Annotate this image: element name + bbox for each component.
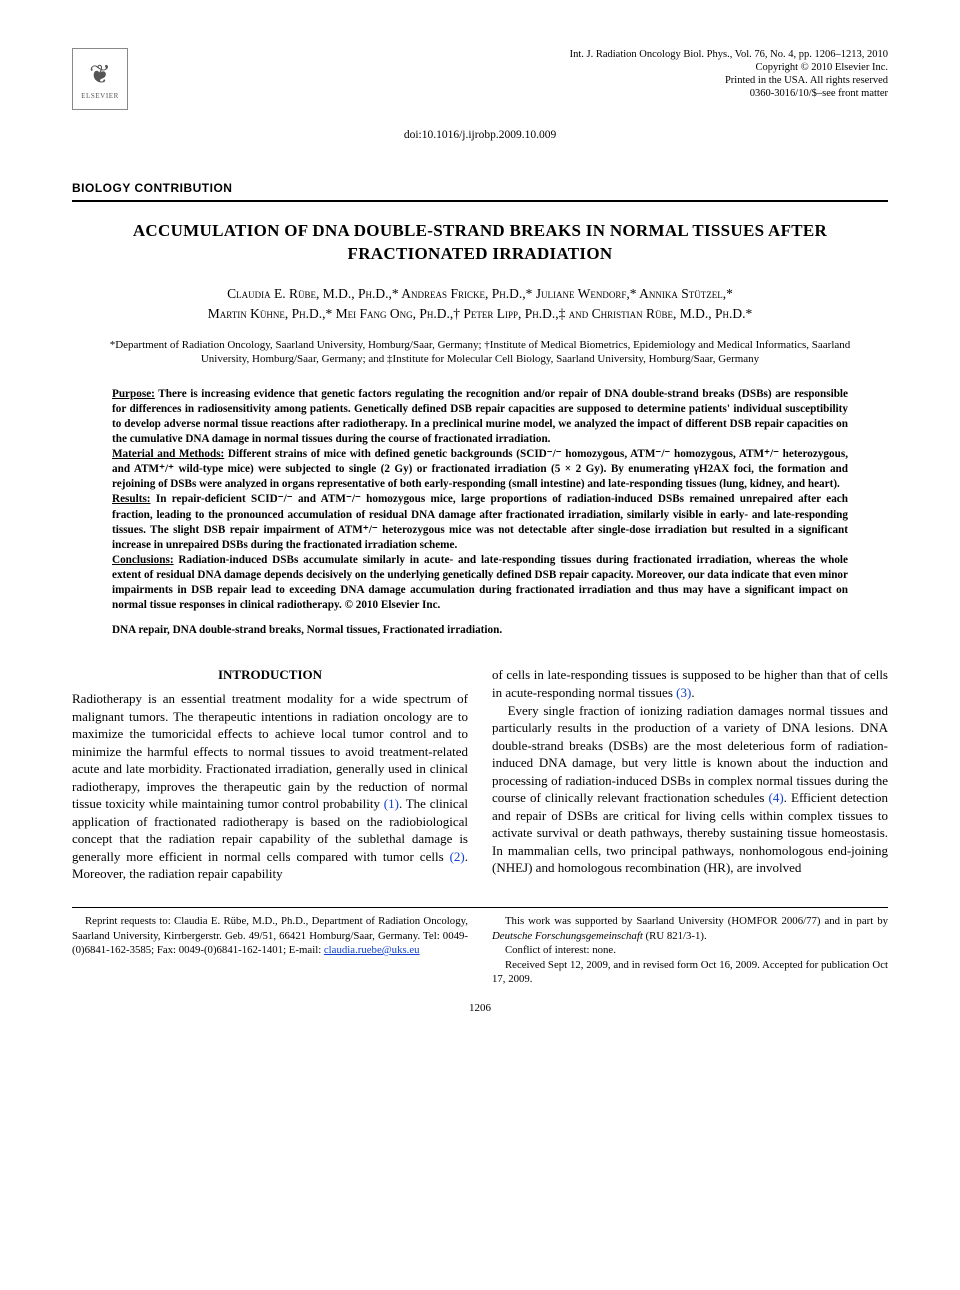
journal-metadata: Int. J. Radiation Oncology Biol. Phys., …: [570, 48, 888, 101]
results-heading: Results:: [112, 493, 151, 505]
footer-columns: Reprint requests to: Claudia E. Rübe, M.…: [72, 914, 888, 987]
intro-paragraph-2: Every single fraction of ionizing radiat…: [492, 702, 888, 877]
purpose-text: There is increasing evidence that geneti…: [112, 388, 848, 445]
abstract-methods: Material and Methods: Different strains …: [112, 447, 848, 492]
divider-rule: [72, 200, 888, 202]
conclusions-text: Radiation-induced DSBs accumulate simila…: [112, 554, 848, 611]
support-text-b: (RU 821/3-1).: [643, 930, 707, 942]
body-columns: INTRODUCTION Radiotherapy is an essentia…: [72, 666, 888, 883]
doi: doi:10.1016/j.ijrobp.2009.10.009: [72, 128, 888, 144]
received-dates: Received Sept 12, 2009, and in revised f…: [492, 958, 888, 987]
tree-icon: ❦: [89, 57, 111, 92]
authors-block: Claudia E. Rübe, M.D., Ph.D.,* Andreas F…: [72, 284, 888, 325]
contact-email[interactable]: claudia.ruebe@uks.eu: [324, 944, 420, 956]
intro-paragraph-1-cont: of cells in late-responding tissues is s…: [492, 666, 888, 701]
keywords: DNA repair, DNA double-strand breaks, No…: [72, 623, 888, 638]
abstract-conclusions: Conclusions: Radiation-induced DSBs accu…: [112, 553, 848, 613]
methods-heading: Material and Methods:: [112, 448, 224, 460]
intro-text-2b: .: [691, 685, 694, 700]
journal-copyright: Copyright © 2010 Elsevier Inc.: [570, 61, 888, 74]
conclusions-heading: Conclusions:: [112, 554, 174, 566]
footer-column-left: Reprint requests to: Claudia E. Rübe, M.…: [72, 914, 468, 987]
funding-support: This work was supported by Saarland Univ…: [492, 914, 888, 943]
journal-issn: 0360-3016/10/$–see front matter: [570, 87, 888, 100]
citation-3[interactable]: (3): [676, 685, 691, 700]
publisher-name: ELSEVIER: [81, 92, 119, 101]
publisher-logo: ❦ ELSEVIER: [72, 48, 128, 110]
reprint-requests: Reprint requests to: Claudia E. Rübe, M.…: [72, 914, 468, 958]
abstract-results: Results: In repair-deficient SCID⁻/⁻ and…: [112, 492, 848, 552]
purpose-heading: Purpose:: [112, 388, 155, 400]
abstract-block: Purpose: There is increasing evidence th…: [72, 387, 888, 614]
article-title: ACCUMULATION OF DNA DOUBLE-STRAND BREAKS…: [72, 220, 888, 266]
body-column-right: of cells in late-responding tissues is s…: [492, 666, 888, 883]
journal-citation: Int. J. Radiation Oncology Biol. Phys., …: [570, 48, 888, 61]
conflict-of-interest: Conflict of interest: none.: [492, 943, 888, 958]
citation-1[interactable]: (1): [384, 796, 399, 811]
citation-2[interactable]: (2): [450, 849, 465, 864]
footer-rule: [72, 907, 888, 908]
intro-paragraph-1: Radiotherapy is an essential treatment m…: [72, 690, 468, 883]
support-text-a: This work was supported by Saarland Univ…: [505, 915, 888, 927]
citation-4[interactable]: (4): [769, 790, 784, 805]
abstract-purpose: Purpose: There is increasing evidence th…: [112, 387, 848, 447]
support-italic: Deutsche Forschungsgemeinschaft: [492, 930, 643, 942]
affiliations: *Department of Radiation Oncology, Saarl…: [72, 338, 888, 367]
authors-line-2: Martin Kühne, Ph.D.,* Mei Fang Ong, Ph.D…: [92, 304, 868, 324]
body-column-left: INTRODUCTION Radiotherapy is an essentia…: [72, 666, 468, 883]
section-label: BIOLOGY CONTRIBUTION: [72, 180, 888, 196]
journal-printed: Printed in the USA. All rights reserved: [570, 74, 888, 87]
authors-line-1: Claudia E. Rübe, M.D., Ph.D.,* Andreas F…: [92, 284, 868, 304]
intro-text-1a: Radiotherapy is an essential treatment m…: [72, 691, 468, 811]
introduction-heading: INTRODUCTION: [72, 666, 468, 684]
header-row: ❦ ELSEVIER Int. J. Radiation Oncology Bi…: [72, 48, 888, 110]
footer-column-right: This work was supported by Saarland Univ…: [492, 914, 888, 987]
results-text: In repair-deficient SCID⁻/⁻ and ATM⁻/⁻ h…: [112, 493, 848, 550]
page-number: 1206: [72, 1001, 888, 1016]
